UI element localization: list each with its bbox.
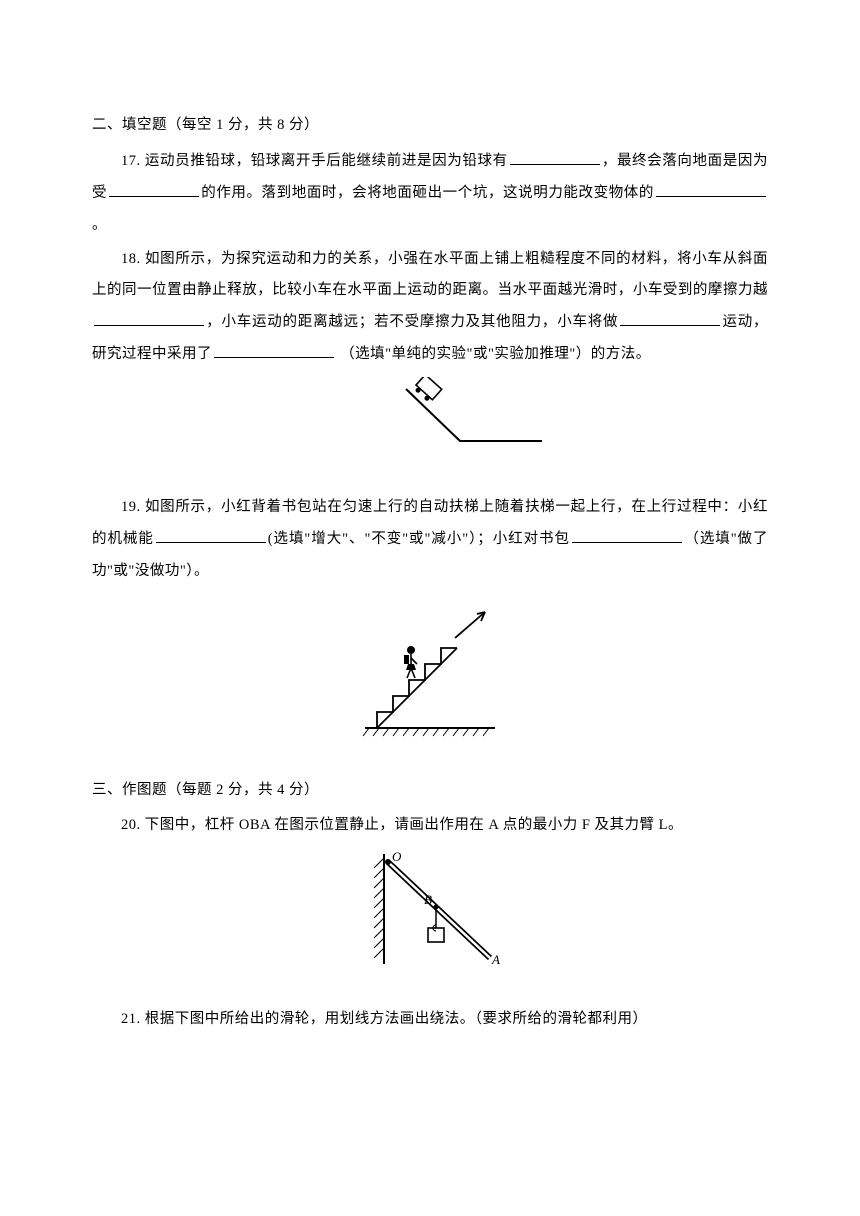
- q17-t3: 的作用。落到地面时，会将地面砸出一个坑，这说明力能改变物体的: [201, 185, 654, 201]
- lever-label-O: O: [392, 849, 402, 864]
- section-2-title: 二、填空题（每空 1 分，共 8 分）: [92, 110, 768, 142]
- question-17: 17. 运动员推铅球，铅球离开手后能继续前进是因为铅球有，最终会落向地面是因为受…: [92, 146, 768, 242]
- q19-blank-1: [156, 527, 266, 543]
- question-18: 18. 如图所示，为探究运动和力的关系，小强在水平面上铺上粗糙程度不同的材料，将…: [92, 244, 768, 372]
- q17-blank-2: [109, 181, 199, 197]
- q19-t2: (选填"增大"、"不变"或"减小"）；小红对书包: [268, 531, 570, 547]
- question-19: 19. 如图所示，小红背着书包站在匀速上行的自动扶梯上随着扶梯一起上行，在上行过…: [92, 492, 768, 588]
- q18-blank-2: [620, 311, 720, 327]
- q17-blank-1: [510, 149, 600, 165]
- question-20: 20. 下图中，杠杆 OBA 在图示位置静止，请画出作用在 A 点的最小力 F …: [92, 810, 768, 842]
- q17-t1: 17. 运动员推铅球，铅球离开手后能继续前进是因为铅球有: [121, 153, 508, 169]
- q18-blank-1: [94, 311, 204, 327]
- figure-lever: O B A: [92, 848, 768, 986]
- q18-t4: （选填"单纯的实验"或"实验加推理"）的方法。: [340, 346, 651, 362]
- q17-blank-3: [656, 181, 766, 197]
- q18-t2: ，小车运动的距离越远；若不受摩擦力及其他阻力，小车将做: [206, 314, 618, 330]
- q18-t1: 18. 如图所示，为探究运动和力的关系，小强在水平面上铺上粗糙程度不同的材料，将…: [92, 251, 768, 299]
- figure-ramp: [92, 377, 768, 474]
- question-21: 21. 根据下图中所给出的滑轮，用划线方法画出绕法。（要求所给的滑轮都利用）: [92, 1004, 768, 1036]
- q19-blank-2: [572, 527, 682, 543]
- figure-escalator: [92, 594, 768, 757]
- q17-t4: 。: [92, 217, 107, 233]
- section-3-title: 三、作图题（每题 2 分，共 4 分）: [92, 775, 768, 807]
- lever-label-A: A: [491, 952, 500, 967]
- q18-blank-3: [214, 343, 334, 359]
- lever-label-B: B: [424, 892, 432, 907]
